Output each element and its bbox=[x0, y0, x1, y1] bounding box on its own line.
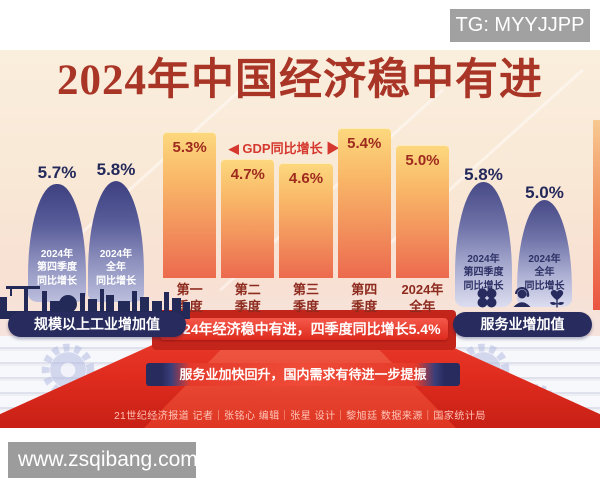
services-year-value: 5.0% bbox=[525, 183, 564, 202]
industry-year-value: 5.8% bbox=[96, 160, 136, 179]
gdp-bar-3: 4.6% bbox=[279, 163, 333, 278]
industry-q4-value: 5.7% bbox=[37, 163, 77, 182]
poster-title: 2024年中国经济稳中有进 bbox=[57, 57, 543, 104]
gdp-bar-value: 4.6% bbox=[288, 170, 324, 187]
service-agent-icon bbox=[513, 287, 531, 307]
industry-label-plate: 规模以上工业增加值 bbox=[8, 312, 186, 337]
clover-icon bbox=[477, 288, 497, 308]
services-q4-label: 2024年 第四季度 同比增长 bbox=[463, 253, 504, 292]
services-icons bbox=[452, 286, 592, 310]
curtain-edge bbox=[593, 120, 600, 310]
gdp-bar-category: 2024年 全年 bbox=[401, 282, 444, 314]
gdp-bar-value: 4.7% bbox=[230, 166, 265, 183]
gdp-bar-category: 第三 季度 bbox=[293, 282, 320, 314]
gdp-summary-banner: 2024年经济稳中有进，四季度同比增长5.4% bbox=[160, 318, 448, 340]
gdp-bar-chart: 5.3% 4.7% 4.6% 5.4% 5.0% bbox=[163, 126, 450, 278]
poster: 2024年中国经济稳中有进 2024年经济稳中有进，四季度同比增长5.4% 服务… bbox=[0, 50, 600, 428]
gdp-bar-4: 5.4% bbox=[337, 128, 391, 278]
gdp-bar-value: 5.3% bbox=[172, 139, 207, 156]
gdp-bar-category: 第四 季度 bbox=[351, 282, 378, 314]
gdp-bar-value: 5.4% bbox=[347, 135, 382, 152]
tg-watermark-badge: TG: MYYJJPP bbox=[450, 9, 590, 42]
gdp-bar-1: 5.3% bbox=[163, 132, 217, 278]
services-label-plate: 服务业增加值 bbox=[453, 312, 592, 337]
industry-year-label: 2024年 全年 同比增长 bbox=[96, 248, 136, 287]
gdp-bar-value: 5.0% bbox=[405, 152, 440, 169]
gdp-chart-caption: ◀ GDP同比增长 ▶ bbox=[228, 141, 340, 156]
gdp-bar-5: 5.0% bbox=[395, 145, 450, 278]
credits-line: 21世纪经济报道 记者｜张铭心 编辑｜张星 设计｜黎旭廷 数据来源｜国家统计局 bbox=[114, 411, 486, 422]
flower-heart-icon bbox=[550, 290, 564, 308]
services-ribbon-banner: 服务业加快回升，国内需求有待进一步提振 bbox=[146, 363, 460, 386]
gdp-bar-2: 4.7% bbox=[221, 159, 275, 278]
services-year-label: 2024年 全年 同比增长 bbox=[524, 253, 565, 292]
industry-q4-label: 2024年 第四季度 同比增长 bbox=[37, 248, 77, 287]
gdp-bar-category: 第二 季度 bbox=[234, 282, 261, 314]
site-watermark: www.zsqibang.com bbox=[8, 442, 198, 478]
gdp-bar-categories: 第一季度第二季度第三季度第四季度2024年全年 bbox=[163, 282, 449, 316]
services-q4-value: 5.8% bbox=[464, 165, 503, 184]
